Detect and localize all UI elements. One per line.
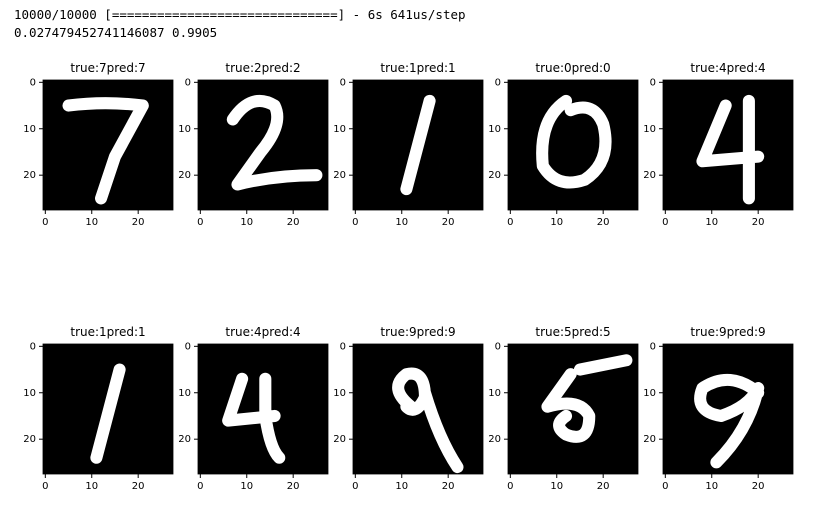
x-tick-label: 0 [352, 217, 358, 228]
y-tick-label: 0 [340, 341, 346, 352]
x-tick-label: 20 [597, 481, 610, 492]
digit [392, 367, 464, 474]
x-tick-label: 10 [85, 217, 98, 228]
x-tick-label: 10 [550, 217, 563, 228]
axes-frame [197, 343, 329, 475]
digit [400, 94, 436, 196]
y-tick-label: 20 [178, 170, 191, 181]
axes-frame [507, 343, 639, 475]
axes-frame [197, 79, 329, 211]
axes-frame [42, 79, 174, 211]
digit [694, 373, 765, 469]
y-tick-label: 20 [23, 434, 36, 445]
digit [696, 94, 765, 205]
x-tick-label: 0 [662, 217, 668, 228]
x-tick-label: 0 [197, 481, 203, 492]
digit [90, 363, 126, 464]
y-tick-label: 20 [178, 434, 191, 445]
y-tick-label: 20 [23, 170, 36, 181]
x-tick-label: 10 [705, 217, 718, 228]
subplot-title: true:4pred:4 [225, 325, 300, 339]
y-tick-label: 20 [333, 434, 346, 445]
x-tick-label: 0 [42, 481, 48, 492]
x-tick-label: 20 [442, 217, 455, 228]
subplot-title: true:9pred:9 [380, 325, 455, 339]
y-tick-label: 20 [488, 170, 501, 181]
axes-frame [662, 343, 794, 475]
y-tick-label: 20 [643, 434, 656, 445]
x-tick-label: 10 [395, 481, 408, 492]
subplot-title: true:1pred:1 [380, 61, 455, 75]
y-tick-label: 10 [23, 388, 36, 399]
console-line: 10000/10000 [===========================… [14, 7, 466, 22]
x-tick-label: 0 [507, 217, 513, 228]
axes-frame [352, 343, 484, 475]
digit [541, 354, 633, 443]
x-tick-label: 0 [197, 217, 203, 228]
y-tick-label: 10 [333, 388, 346, 399]
x-tick-label: 20 [132, 481, 145, 492]
y-tick-label: 0 [495, 341, 501, 352]
image [663, 80, 793, 210]
y-tick-label: 10 [488, 124, 501, 135]
subplot-title: true:0pred:0 [535, 61, 610, 75]
subplot-title: true:7pred:7 [70, 61, 145, 75]
x-tick-label: 10 [240, 217, 253, 228]
y-tick-label: 0 [185, 341, 191, 352]
x-tick-label: 10 [550, 481, 563, 492]
y-tick-label: 20 [488, 434, 501, 445]
x-tick-label: 20 [442, 481, 455, 492]
y-tick-label: 10 [23, 124, 36, 135]
digit [536, 94, 612, 189]
x-tick-label: 10 [395, 217, 408, 228]
console-line: 0.027479452741146087 0.9905 [14, 25, 217, 40]
axes-frame [662, 79, 794, 211]
subplot-title: true:4pred:4 [690, 61, 765, 75]
x-tick-label: 0 [42, 217, 48, 228]
subplot-title: true:5pred:5 [535, 325, 610, 339]
digit [226, 94, 323, 191]
x-tick-label: 20 [752, 481, 765, 492]
y-tick-label: 10 [488, 388, 501, 399]
y-tick-label: 10 [178, 388, 191, 399]
axes-frame [42, 343, 174, 475]
digit [222, 372, 286, 464]
x-tick-label: 20 [132, 217, 145, 228]
x-tick-label: 0 [507, 481, 513, 492]
y-tick-label: 0 [185, 77, 191, 88]
digit [62, 97, 149, 205]
x-tick-label: 10 [705, 481, 718, 492]
y-tick-label: 10 [643, 388, 656, 399]
x-tick-label: 10 [85, 481, 98, 492]
y-tick-label: 10 [643, 124, 656, 135]
subplot-title: true:2pred:2 [225, 61, 300, 75]
x-tick-label: 20 [287, 481, 300, 492]
y-tick-label: 10 [178, 124, 191, 135]
image [508, 80, 638, 210]
y-tick-label: 0 [495, 77, 501, 88]
x-tick-label: 20 [597, 217, 610, 228]
axes-frame [352, 79, 484, 211]
y-tick-label: 0 [650, 341, 656, 352]
y-tick-label: 0 [30, 341, 36, 352]
x-tick-label: 10 [240, 481, 253, 492]
subplot-title: true:1pred:1 [70, 325, 145, 339]
y-tick-label: 20 [333, 170, 346, 181]
axes-frame [507, 79, 639, 211]
y-tick-label: 0 [30, 77, 36, 88]
y-tick-label: 0 [340, 77, 346, 88]
y-tick-label: 0 [650, 77, 656, 88]
x-tick-label: 20 [752, 217, 765, 228]
y-tick-label: 10 [333, 124, 346, 135]
x-tick-label: 0 [352, 481, 358, 492]
x-tick-label: 0 [662, 481, 668, 492]
x-tick-label: 20 [287, 217, 300, 228]
y-tick-label: 20 [643, 170, 656, 181]
subplot-title: true:9pred:9 [690, 325, 765, 339]
